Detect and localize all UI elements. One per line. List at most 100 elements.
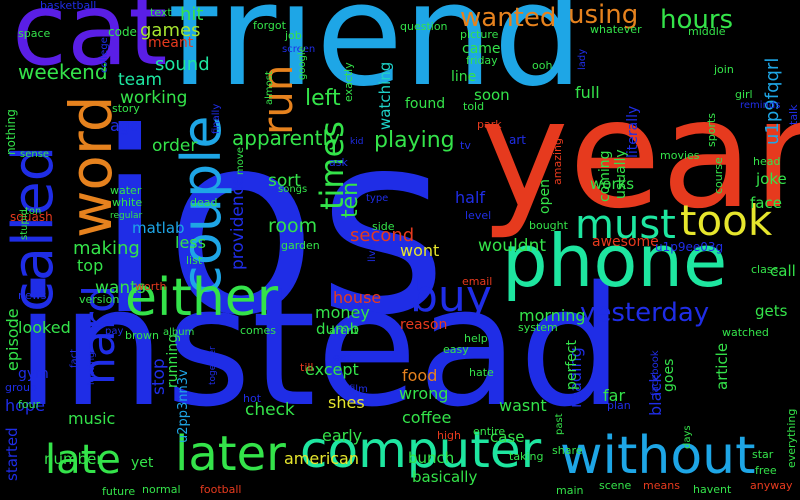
word-reminds: reminds (740, 100, 781, 111)
word-line: line (451, 69, 477, 85)
word-tv: tv (460, 139, 471, 152)
word-far: far (603, 386, 626, 405)
word-album: album (163, 327, 195, 338)
word-job: job (285, 29, 302, 42)
word-brown: brown (125, 329, 159, 342)
word-article: article (713, 342, 731, 390)
word-less: less (175, 233, 206, 252)
word-second: second (350, 225, 415, 246)
word-coffee: coffee (402, 408, 452, 427)
word-story: story (112, 102, 140, 115)
word-amazing: amazing (551, 138, 564, 185)
word-matlab: matlab (132, 219, 185, 237)
word-worth: worth (135, 280, 167, 293)
word-wouldnt: wouldnt (478, 236, 547, 256)
word-using: using (568, 0, 639, 30)
word-past: past (554, 413, 565, 435)
word-head: head (753, 155, 781, 168)
word-free: free (755, 464, 777, 477)
word-sort: sort (268, 171, 301, 191)
word-water: water (110, 184, 142, 197)
word-plan: plan (607, 399, 631, 412)
word-money: money (315, 303, 370, 322)
word-main: main (556, 484, 584, 497)
word-half: half (455, 188, 486, 207)
word-dead: dead (190, 196, 218, 209)
word-watched: watched (722, 326, 769, 339)
word-side: side (372, 220, 395, 233)
word-without: without (560, 426, 756, 486)
word-taking: taking (509, 450, 544, 463)
word-fact: fact (69, 348, 80, 368)
word-started: started (3, 427, 21, 481)
word-screen: screen (282, 44, 316, 55)
word-early: early (322, 426, 363, 445)
word-kid: kid (350, 137, 364, 147)
word-playing: playing (374, 128, 455, 153)
word-art: art (509, 133, 526, 147)
word-hope: hope (5, 396, 45, 415)
word-found: found (405, 96, 446, 112)
word-watching: watching (376, 61, 394, 130)
word-system: system (518, 321, 558, 334)
word-perfect: perfect (564, 340, 580, 390)
word-took: took (680, 196, 773, 245)
word-help: help (464, 332, 488, 345)
word-live: live (367, 244, 378, 262)
word-called: called (1, 145, 66, 312)
word-move: move (235, 147, 246, 175)
word-joke: joke (756, 170, 787, 188)
word-shes: shes (328, 393, 365, 412)
word-future: future (102, 485, 136, 498)
word-phone: phone (502, 219, 728, 303)
word-white: white (112, 196, 143, 209)
word-works: works (590, 175, 635, 193)
word-apparently: apparently (232, 126, 340, 150)
word-sound: sound (155, 54, 210, 75)
word-either: either (125, 268, 279, 328)
word-yet: yet (131, 455, 154, 471)
word-almost: almost (264, 71, 275, 105)
word-group: group (5, 381, 37, 394)
word-park: park (477, 118, 502, 131)
word-movies: movies (660, 149, 700, 162)
word-meant: meant (148, 35, 194, 51)
word-ios: ios (95, 79, 448, 370)
word-later: later (175, 426, 286, 482)
word-food: food (402, 366, 438, 385)
word-order: order (152, 136, 198, 156)
word-code: code (108, 25, 137, 39)
word-basketball: basketball (40, 0, 97, 12)
word-ooh: ooh (532, 59, 553, 72)
word-gym: gym (18, 366, 49, 382)
word-house: house (333, 288, 382, 307)
word-eat: eat (333, 351, 351, 364)
word-girl: girl (735, 88, 753, 101)
word-wrong: wrong (399, 384, 449, 403)
word-year: year (480, 68, 800, 242)
word-american: american (284, 449, 359, 468)
word-u1p9ee03g: u1p9ee03g (655, 240, 724, 254)
word-bunch: bunch (408, 449, 455, 467)
word-reason: reason (400, 317, 448, 333)
word-ask: ask (329, 156, 348, 169)
word-making: making (73, 238, 140, 259)
word-share: share (552, 444, 583, 457)
word-together: together (208, 346, 218, 385)
word-games: games (140, 20, 201, 41)
word-squash: squash (10, 210, 53, 224)
word-team: team (118, 70, 163, 90)
word-working: working (120, 88, 188, 108)
word-gets: gets (755, 302, 788, 320)
word-ago: ago (110, 116, 140, 135)
word-easy: easy (443, 343, 469, 356)
word-ten: ten (338, 181, 363, 218)
word-case: case (490, 428, 525, 446)
word-facebook: facebook (650, 350, 661, 396)
word-open: open (537, 179, 553, 214)
word-middle: middle (688, 25, 726, 38)
word-wants: wants (95, 278, 146, 298)
word-face: face (750, 194, 782, 212)
word-google: google (297, 46, 308, 80)
